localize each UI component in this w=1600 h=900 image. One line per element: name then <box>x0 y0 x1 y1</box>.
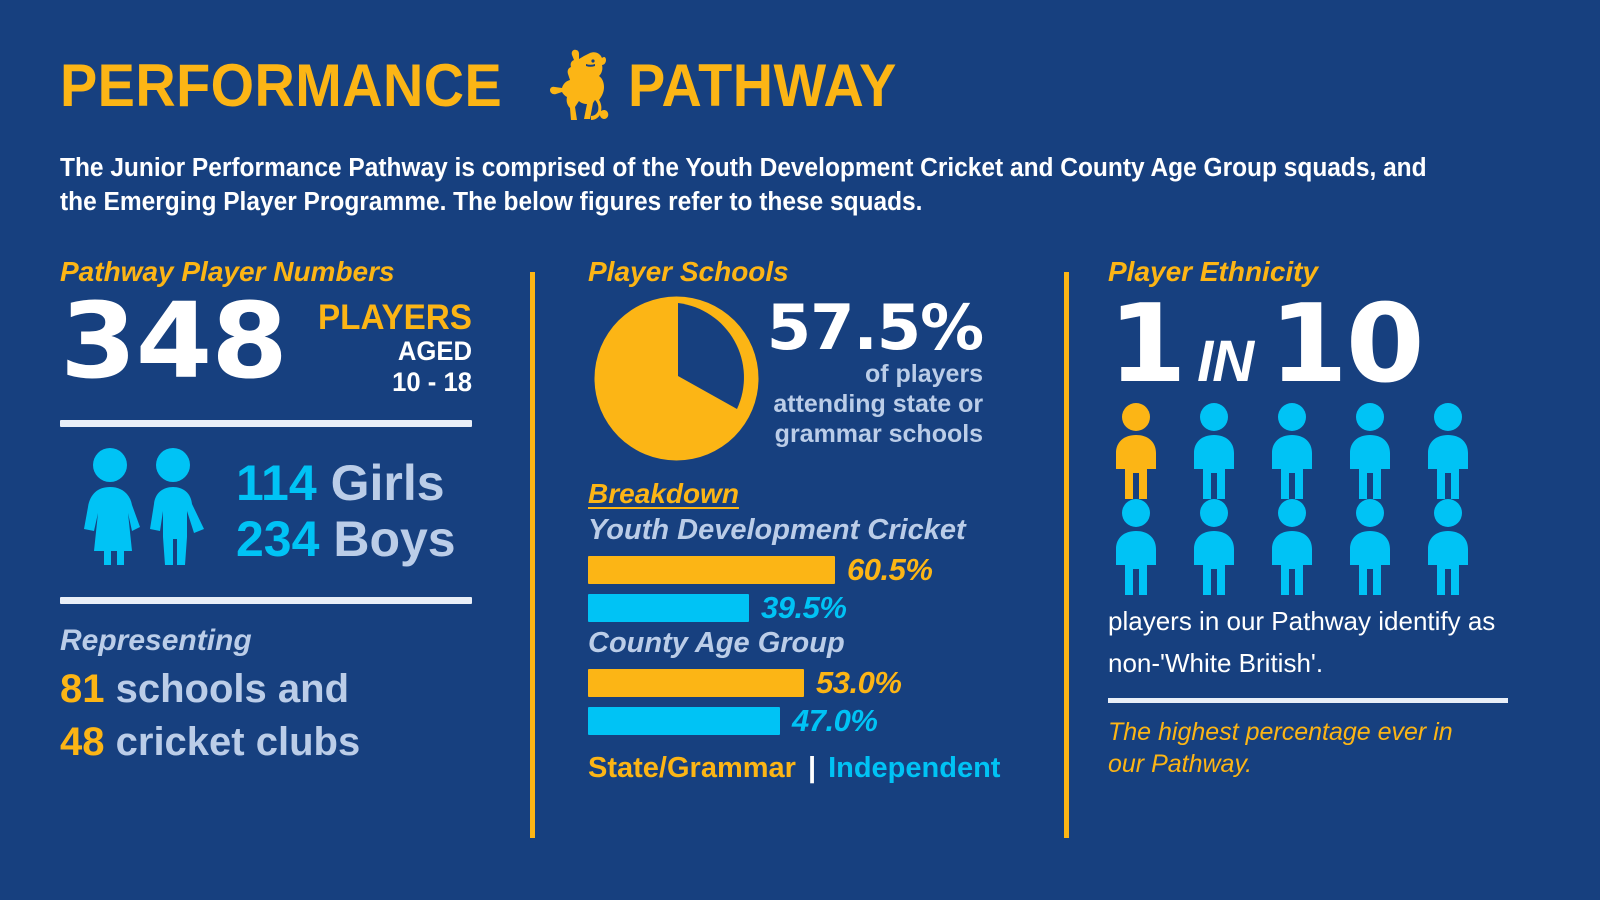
schools-line: 81 schools and <box>60 663 475 716</box>
page-title-left: PERFORMANCE <box>60 52 503 119</box>
legend-independent: Independent <box>828 752 1001 785</box>
section-title-ethnicity: Player Ethnicity <box>1108 256 1319 287</box>
group-label-cag: County Age Group <box>588 627 845 660</box>
person-icon-highlighted <box>1116 402 1156 499</box>
pie-chart-row: 57.5% of players attending state or gram… <box>588 296 1018 461</box>
breakdown-group-ydc: Youth Development Cricket 60.5% 39.5% <box>588 514 1018 623</box>
aged-label: AGED <box>397 335 473 366</box>
clubs-line: 48 cricket clubs <box>60 716 475 769</box>
clubs-count: 48 <box>60 719 105 764</box>
ethnicity-note-line2: our Pathway. <box>1108 749 1253 778</box>
bar-cag-state <box>588 668 804 697</box>
clubs-label: cricket clubs <box>115 719 361 764</box>
schools-label: schools and <box>115 666 350 711</box>
legend-state-grammar: State/Grammar <box>588 752 796 785</box>
section-player-schools: Player Schools 57.5% of players attendin… <box>588 258 1018 785</box>
girls-line: 114 Girls <box>236 455 456 511</box>
person-icon <box>1116 498 1156 595</box>
section-title-pathway: Pathway Player Numbers <box>60 256 395 287</box>
state-grammar-percentage: 57.5% <box>766 291 984 364</box>
ratio-numerator: 1 <box>1108 282 1187 407</box>
pie-caption-line1: of players <box>864 359 984 388</box>
ratio-word-in: IN <box>1197 329 1254 394</box>
pie-caption-line2: attending state or <box>773 389 984 418</box>
bar-ydc-independent <box>588 593 749 622</box>
bar-cag-independent <box>588 706 780 735</box>
bar-ydc-state <box>588 555 835 584</box>
person-icon <box>1272 498 1312 595</box>
people-pictogram-grid <box>1108 402 1528 595</box>
section-title-schools: Player Schools <box>588 256 789 287</box>
person-icon <box>1272 402 1312 499</box>
age-range-value: 10 - 18 <box>392 366 473 397</box>
page-title-right: PATHWAY <box>627 52 897 119</box>
header: PERFORMANCE PATHWAY <box>60 49 917 122</box>
person-icon <box>1194 402 1234 499</box>
ratio-display: 1 IN 10 <box>1108 282 1528 407</box>
player-schools-pie-chart <box>594 296 759 461</box>
representing-label: Representing <box>60 623 252 657</box>
person-icon <box>1350 498 1390 595</box>
group-label-ydc: Youth Development Cricket <box>588 513 966 546</box>
ethnicity-note-line1: The highest percentage ever in <box>1108 718 1453 747</box>
ethnicity-body-line2: non-'White British'. <box>1108 648 1324 679</box>
bar-value-cag-state: 53.0% <box>816 665 902 701</box>
bar-value-ydc-state: 60.5% <box>847 552 933 588</box>
legend-separator: | <box>807 752 817 785</box>
person-icon <box>1428 402 1468 499</box>
ethnicity-body-line1: players in our Pathway identify as <box>1108 605 1496 636</box>
lion-rampant-logo <box>549 49 608 120</box>
ratio-denominator: 10 <box>1269 282 1425 407</box>
left-divider-2 <box>60 596 472 604</box>
pie-caption-line3: grammar schools <box>774 419 984 448</box>
bar-row-cag-state: 53.0% <box>588 667 1018 698</box>
person-icon <box>1194 498 1234 595</box>
chart-legend: State/Grammar | Independent <box>588 752 1018 785</box>
section-player-ethnicity: Player Ethnicity 1 IN 10 <box>1108 258 1528 780</box>
people-row-1 <box>1108 402 1528 499</box>
people-row-2 <box>1108 498 1528 595</box>
bar-value-cag-independent: 47.0% <box>792 703 878 739</box>
boys-count: 234 <box>236 510 320 567</box>
pie-callout: 57.5% of players attending state or gram… <box>767 296 984 449</box>
boys-line: 234 Boys <box>236 511 456 567</box>
bar-value-ydc-independent: 39.5% <box>761 590 847 626</box>
player-count-caption: PLAYERS AGED 10 - 18 <box>302 294 472 398</box>
left-divider-1 <box>60 419 472 427</box>
right-divider <box>1108 698 1508 704</box>
bar-row-cag-independent: 47.0% <box>588 705 1018 736</box>
person-icon <box>1350 402 1390 499</box>
column-divider-2 <box>1064 272 1069 838</box>
gender-figures: 114 Girls 234 Boys <box>236 455 456 567</box>
person-icon <box>1428 498 1468 595</box>
intro-paragraph: The Junior Performance Pathway is compri… <box>60 154 1427 216</box>
breakdown-heading: Breakdown <box>588 478 739 509</box>
boys-label: Boys <box>333 510 456 567</box>
girls-label: Girls <box>330 454 445 511</box>
girls-count: 114 <box>236 454 317 511</box>
player-count-value: 348 <box>60 280 288 402</box>
breakdown-group-cag: County Age Group 53.0% 47.0% <box>588 627 1018 736</box>
girl-boy-icon <box>84 447 204 565</box>
column-divider-1 <box>530 272 535 838</box>
player-count-row: 348 PLAYERS AGED 10 - 18 <box>60 280 475 402</box>
section-pathway-player-numbers: Pathway Player Numbers 348 PLAYERS AGED … <box>60 258 475 768</box>
bar-row-ydc-state: 60.5% <box>588 554 1018 585</box>
bar-row-ydc-independent: 39.5% <box>588 592 1018 623</box>
players-label: PLAYERS <box>318 298 473 337</box>
schools-count: 81 <box>60 666 105 711</box>
gender-breakdown: 114 Girls 234 Boys <box>60 447 475 575</box>
